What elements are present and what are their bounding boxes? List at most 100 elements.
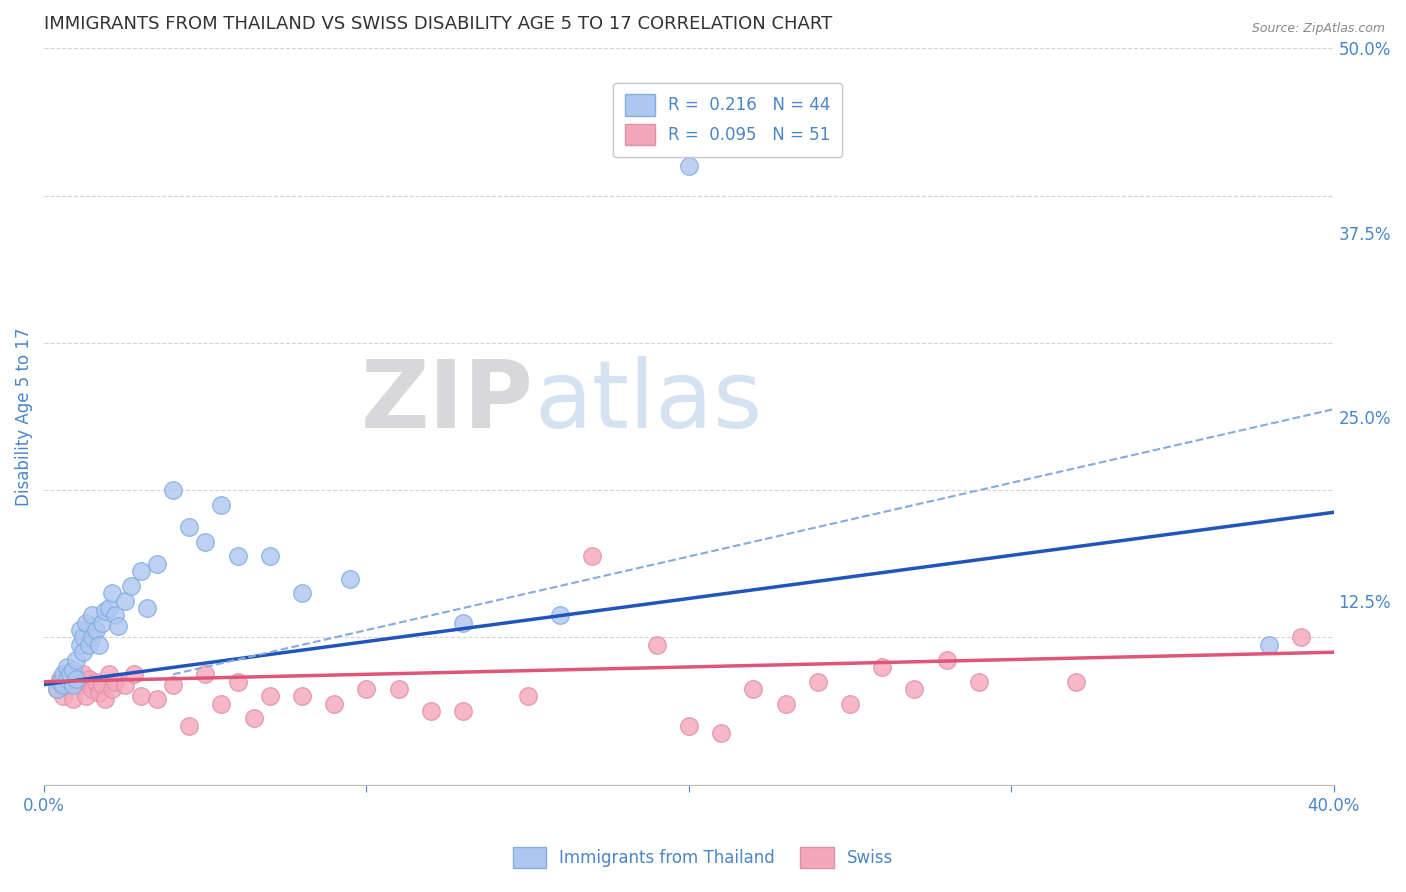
Point (162, 678, 184, 692)
Point (87, 638, 110, 652)
Point (710, 726, 733, 740)
Point (1258, 638, 1281, 652)
Point (356, 681, 378, 696)
Point (179, 719, 201, 733)
Point (742, 681, 765, 696)
Point (52, 667, 75, 681)
Point (129, 690, 152, 704)
Point (55, 660, 77, 674)
Point (323, 697, 346, 711)
Y-axis label: Disability Age 5 to 17: Disability Age 5 to 17 (15, 327, 32, 506)
Point (516, 690, 538, 704)
Point (65, 674, 87, 689)
Point (62, 663, 84, 677)
Point (59, 667, 82, 681)
Point (114, 678, 136, 692)
Point (97, 667, 120, 681)
Point (94, 604, 117, 618)
Point (645, 638, 668, 652)
Point (82, 608, 104, 623)
Point (114, 593, 136, 607)
Point (49, 672, 72, 686)
Point (339, 572, 361, 586)
Point (84, 623, 107, 637)
Point (69, 638, 91, 652)
Point (55, 672, 77, 686)
Point (124, 667, 146, 681)
Point (46, 681, 69, 696)
Point (967, 674, 990, 689)
Point (291, 586, 314, 600)
Point (903, 681, 925, 696)
Point (807, 674, 830, 689)
Point (104, 608, 127, 623)
Point (82, 681, 104, 696)
Point (451, 704, 474, 718)
Point (259, 690, 281, 704)
Point (69, 623, 91, 637)
Point (226, 549, 249, 564)
Point (65, 672, 87, 686)
Point (242, 711, 264, 725)
Point (146, 557, 169, 571)
Point (77, 638, 100, 652)
Point (129, 564, 152, 578)
Point (101, 586, 124, 600)
Point (146, 692, 169, 706)
Point (451, 615, 474, 630)
Text: IMMIGRANTS FROM THAILAND VS SWISS DISABILITY AGE 5 TO 17 CORRELATION CHART: IMMIGRANTS FROM THAILAND VS SWISS DISABI… (44, 15, 832, 33)
Point (870, 660, 893, 674)
Point (104, 674, 127, 689)
Point (935, 652, 957, 666)
Point (136, 601, 159, 615)
Point (62, 678, 84, 692)
Point (120, 579, 142, 593)
Point (179, 520, 201, 534)
Point (82, 631, 104, 645)
Point (107, 618, 129, 632)
Point (75, 690, 97, 704)
Point (84, 674, 107, 689)
Point (59, 667, 82, 681)
Legend: R =  0.216   N = 44, R =  0.095   N = 51: R = 0.216 N = 44, R = 0.095 N = 51 (613, 83, 842, 157)
Point (209, 697, 232, 711)
Point (194, 667, 217, 681)
Point (162, 483, 184, 498)
Point (581, 549, 603, 564)
Point (69, 678, 91, 692)
Point (259, 549, 281, 564)
Point (1064, 674, 1087, 689)
Point (55, 678, 77, 692)
Point (419, 704, 441, 718)
Point (226, 674, 249, 689)
Point (209, 498, 232, 512)
Point (678, 719, 700, 733)
Point (678, 159, 700, 173)
Point (291, 690, 314, 704)
Point (94, 692, 117, 706)
Text: Source: ZipAtlas.com: Source: ZipAtlas.com (1251, 22, 1385, 36)
Point (548, 608, 571, 623)
Point (62, 692, 84, 706)
Point (75, 615, 97, 630)
Point (72, 667, 94, 681)
Point (49, 674, 72, 689)
Point (91, 678, 114, 692)
Point (194, 534, 217, 549)
Point (77, 672, 100, 686)
Point (101, 681, 124, 696)
Point (775, 697, 797, 711)
Point (72, 645, 94, 659)
Text: ZIP: ZIP (361, 356, 534, 448)
Point (72, 631, 94, 645)
Point (91, 615, 114, 630)
Text: atlas: atlas (534, 356, 762, 448)
Point (87, 686, 110, 700)
Legend: Immigrants from Thailand, Swiss: Immigrants from Thailand, Swiss (506, 840, 900, 875)
Point (65, 652, 87, 666)
Point (388, 681, 411, 696)
Point (839, 697, 862, 711)
Point (97, 601, 120, 615)
Point (46, 681, 69, 696)
Point (52, 690, 75, 704)
